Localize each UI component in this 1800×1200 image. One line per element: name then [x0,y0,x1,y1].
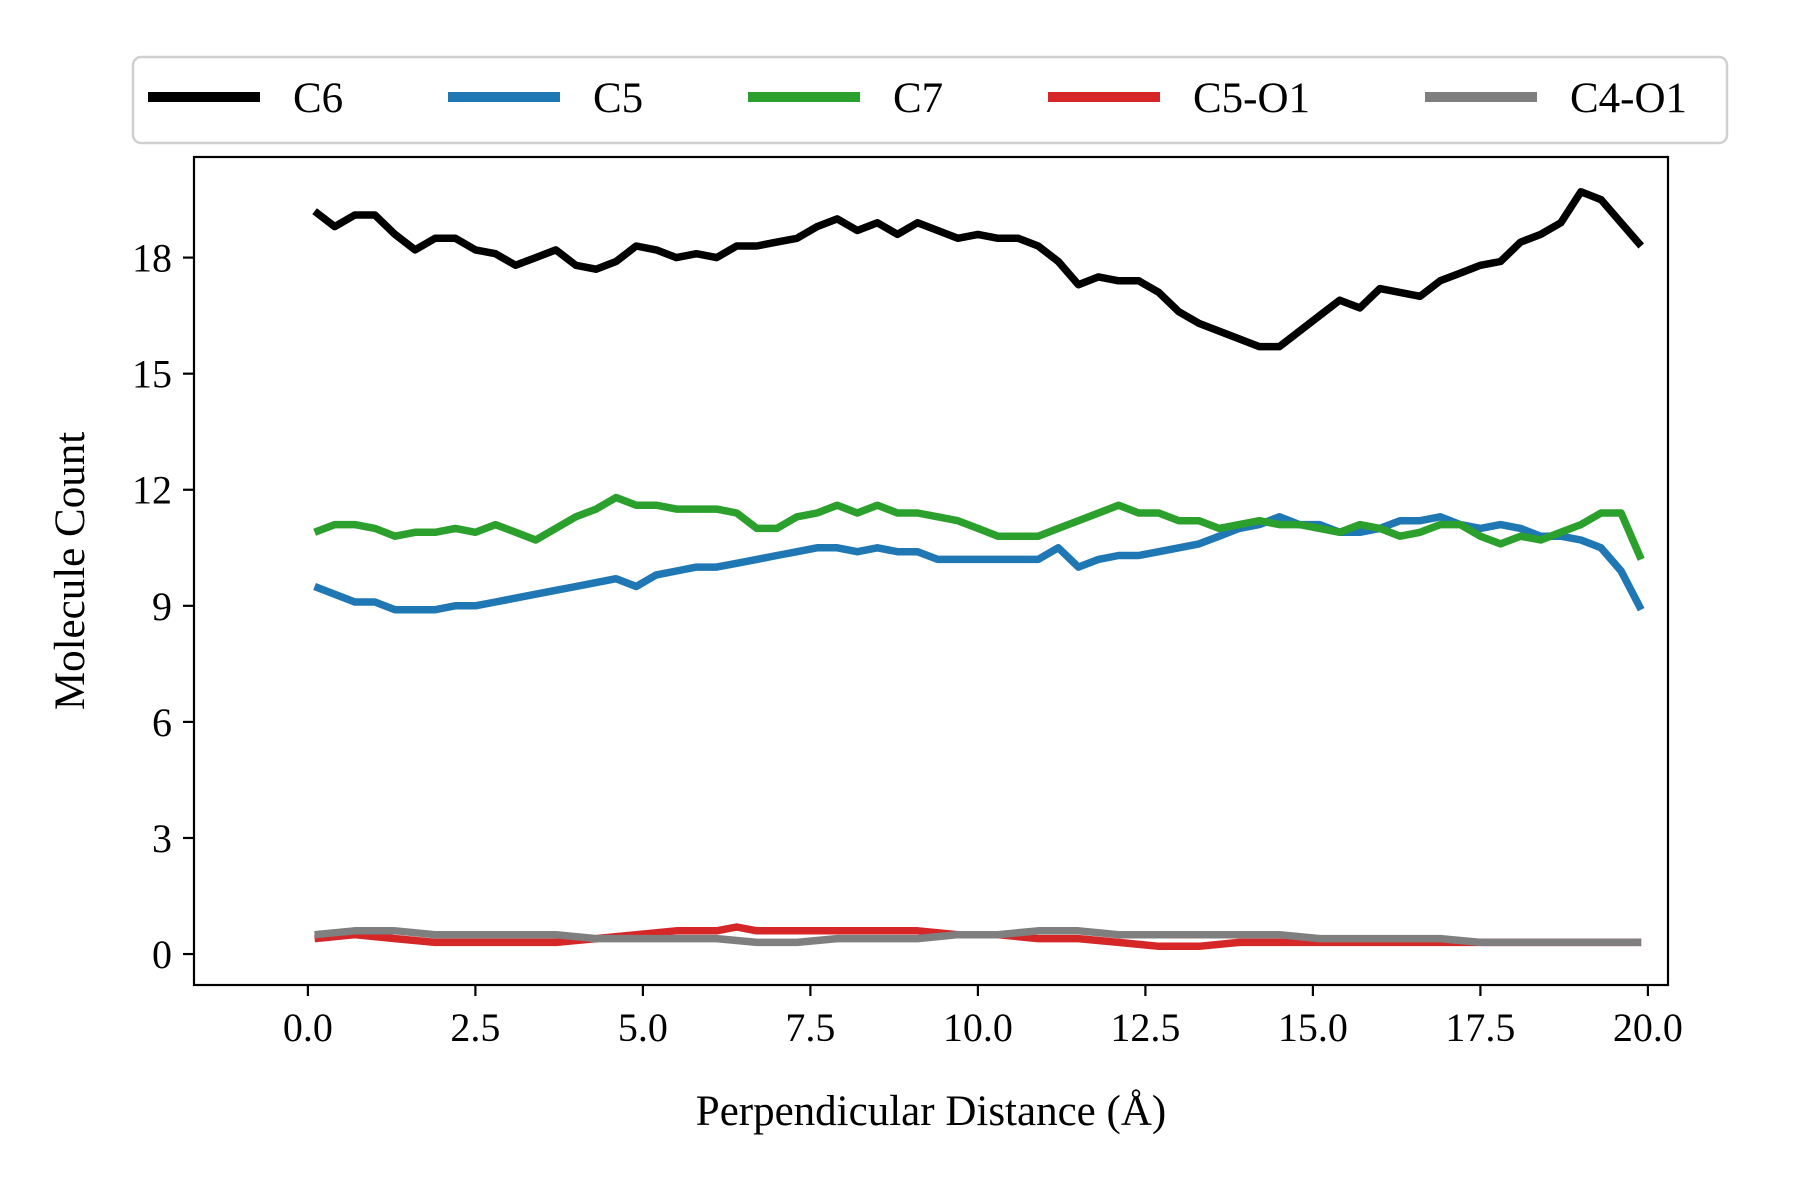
x-tick-label: 20.0 [1613,1005,1683,1050]
x-axis-label: Perpendicular Distance (Å) [696,1088,1166,1135]
x-tick-label: 17.5 [1445,1005,1515,1050]
y-tick-label: 12 [132,468,172,513]
x-tick-label: 0.0 [283,1005,333,1050]
legend-label-c7: C7 [893,75,943,122]
series-line-c6 [312,188,1645,351]
y-tick-label: 9 [152,584,172,629]
x-tick-label: 5.0 [618,1005,668,1050]
series-line-c4-o1 [314,927,1642,947]
y-axis: 0 3 6 9 12 15 18 [132,236,194,977]
x-tick-label: 12.5 [1110,1005,1180,1050]
y-tick-label: 6 [152,700,172,745]
y-tick-label: 3 [152,816,172,861]
x-tick-label: 10.0 [943,1005,1013,1050]
legend-label-c4-o1: C4-O1 [1570,75,1687,122]
x-tick-label: 7.5 [785,1005,835,1050]
legend-label-c6: C6 [293,75,343,122]
y-tick-label: 0 [152,932,172,977]
y-tick-label: 18 [132,236,172,281]
x-tick-label: 2.5 [450,1005,500,1050]
y-tick-label: 15 [132,352,172,397]
legend-label-c5-o1: C5-O1 [1193,75,1310,122]
series-line-c7 [313,493,1645,561]
legend: C6 C5 C7 C5-O1 C4-O1 [131,55,1729,145]
legend-label-c5: C5 [593,75,643,122]
x-tick-label: 15.0 [1278,1005,1348,1050]
series-layer [312,188,1645,951]
y-axis-label: Molecule Count [47,432,94,710]
series-line-c5 [313,513,1645,614]
legend-box [131,55,1729,145]
x-axis: 0.0 2.5 5.0 7.5 10.0 12.5 15.0 17.5 20.0 [283,985,1683,1050]
plot-area-frame [192,155,1670,987]
